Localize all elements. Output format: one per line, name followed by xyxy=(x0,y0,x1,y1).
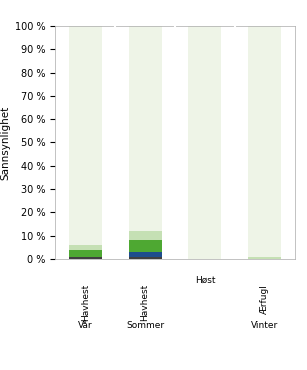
Text: Sommer: Sommer xyxy=(126,322,164,330)
Text: Havhest: Havhest xyxy=(141,284,150,321)
Bar xyxy=(129,240,161,252)
Bar xyxy=(129,257,161,259)
Bar xyxy=(69,245,102,250)
Bar xyxy=(248,257,281,259)
Text: Ærfugl: Ærfugl xyxy=(260,284,269,314)
Text: Havhest: Havhest xyxy=(81,284,90,321)
Bar xyxy=(69,250,102,257)
Bar xyxy=(129,252,161,257)
Text: Vinter: Vinter xyxy=(251,322,278,330)
Y-axis label: Sannsynlighet: Sannsynlighet xyxy=(1,105,11,179)
Bar xyxy=(69,26,102,245)
Bar xyxy=(188,26,221,259)
Bar xyxy=(129,26,161,231)
Bar xyxy=(129,231,161,240)
Bar xyxy=(248,26,281,257)
Text: Vår: Vår xyxy=(78,322,92,330)
Bar xyxy=(69,257,102,259)
Text: Høst: Høst xyxy=(195,276,215,285)
